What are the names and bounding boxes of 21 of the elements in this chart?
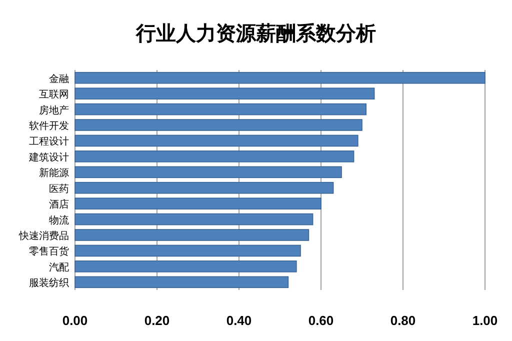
y-tick-label: 快速消费品	[18, 230, 69, 242]
y-tick-label: 工程设计	[29, 136, 69, 148]
x-tick-label: 0.00	[62, 313, 88, 328]
x-tick-label: 1.00	[472, 313, 498, 328]
chart-title: 行业人力资源薪酬系数分析	[135, 22, 376, 45]
y-tick-label: 物流	[49, 214, 69, 226]
x-tick-label: 0.20	[144, 313, 170, 328]
y-tick-label: 互联网	[39, 88, 69, 101]
y-tick-label: 零售百货	[29, 246, 69, 258]
y-tick-label: 金融	[49, 72, 69, 85]
y-tick-label: 建筑设计	[28, 151, 69, 164]
y-tick-label: 服装纺织	[29, 277, 69, 290]
y-tick-label: 酒店	[49, 198, 69, 211]
y-tick-label: 新能源	[39, 167, 69, 180]
x-tick-label: 0.40	[226, 313, 252, 328]
y-tick-label: 房地产	[39, 104, 69, 116]
x-tick-label: 0.60	[308, 313, 334, 328]
y-tick-label: 医药	[49, 182, 69, 195]
y-tick-label: 汽配	[49, 261, 69, 274]
x-tick-label: 0.80	[390, 313, 416, 328]
y-tick-label: 软件开发	[29, 120, 69, 132]
